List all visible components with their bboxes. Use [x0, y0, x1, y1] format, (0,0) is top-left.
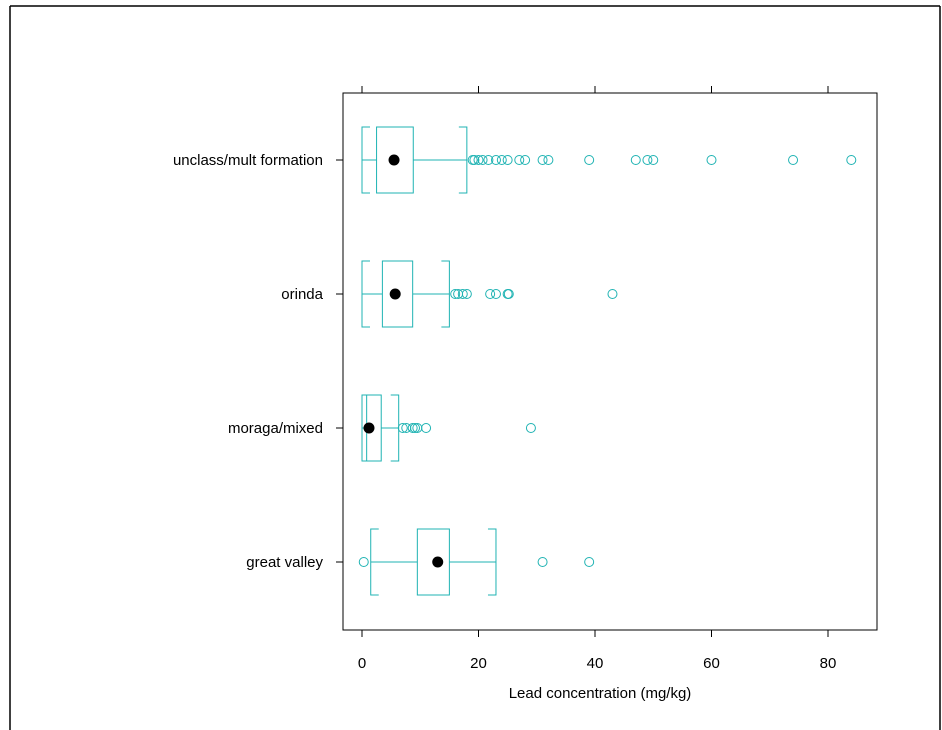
median-dot-moraga-mixed	[363, 422, 375, 434]
outlier-unclass-mult-formation-14	[642, 155, 653, 165]
x-tick-label-80: 80	[820, 655, 837, 672]
outlier-unclass-mult-formation-15	[648, 155, 659, 165]
outlier-moraga-mixed-5	[421, 423, 432, 433]
cap-low-great-valley	[370, 528, 379, 596]
outlier-orinda-5	[490, 289, 501, 299]
x-axis-label: Lead concentration (mg/kg)	[509, 685, 692, 702]
outlier-unclass-mult-formation-7	[502, 155, 513, 165]
outlier-moraga-mixed-2	[407, 423, 418, 433]
outlier-unclass-mult-formation-10	[537, 155, 548, 165]
outlier-unclass-mult-formation-16	[706, 155, 717, 165]
x-tick-label-20: 20	[470, 655, 487, 672]
plot-area	[342, 92, 878, 631]
cap-high-orinda	[441, 260, 450, 328]
outlier-great-valley-2	[584, 557, 595, 567]
y-axis: great valley moraga/mixed orinda unclass/mu…	[173, 152, 343, 571]
y-tick-label-orinda: orinda	[281, 286, 323, 303]
outlier-unclass-mult-formation-6	[496, 155, 507, 165]
outlier-unclass-mult-formation-3	[477, 155, 488, 165]
median-dot-great-valley	[432, 556, 444, 568]
box-group-orinda	[361, 260, 618, 328]
outlier-great-valley-0	[358, 557, 369, 567]
box-orinda	[381, 260, 414, 328]
box-group-great-valley	[358, 528, 595, 596]
outlier-moraga-mixed-3	[410, 423, 421, 433]
outlier-orinda-0	[450, 289, 461, 299]
x-axis: 0 20 40 60 80	[358, 86, 837, 672]
y-tick-label-great-valley: great valley	[246, 554, 323, 571]
outlier-unclass-mult-formation-5	[490, 155, 501, 165]
x-tick-label-40: 40	[587, 655, 604, 672]
outlier-moraga-mixed-6	[525, 423, 536, 433]
median-dot-orinda	[389, 288, 401, 300]
outlier-great-valley-1	[537, 557, 548, 567]
cap-high-great-valley	[487, 528, 497, 596]
outlier-unclass-mult-formation-13	[630, 155, 641, 165]
outlier-unclass-mult-formation-2	[473, 155, 484, 165]
outlier-orinda-4	[485, 289, 496, 299]
outlier-unclass-mult-formation-17	[788, 155, 799, 165]
boxplot-marks	[358, 126, 857, 596]
x-tick-label-60: 60	[703, 655, 720, 672]
outlier-unclass-mult-formation-12	[584, 155, 595, 165]
outlier-unclass-mult-formation-11	[543, 155, 554, 165]
outlier-unclass-mult-formation-4	[483, 155, 494, 165]
outlier-moraga-mixed-0	[397, 423, 408, 433]
outlier-orinda-3	[461, 289, 472, 299]
outlier-unclass-mult-formation-18	[846, 155, 857, 165]
outlier-orinda-2	[457, 289, 468, 299]
outlier-orinda-8	[607, 289, 618, 299]
outlier-unclass-mult-formation-1	[469, 155, 480, 165]
box-unclass-mult-formation	[376, 126, 414, 194]
box-great-valley	[416, 528, 450, 596]
box-group-unclass-mult-formation	[361, 126, 857, 194]
median-dot-unclass-mult-formation	[388, 154, 400, 166]
outlier-unclass-mult-formation-8	[514, 155, 525, 165]
cap-low-unclass-mult-formation	[361, 126, 370, 194]
cap-low-orinda	[361, 260, 370, 328]
cap-high-unclass-mult-formation	[458, 126, 468, 194]
outlier-orinda-7	[503, 289, 514, 299]
outlier-unclass-mult-formation-9	[520, 155, 531, 165]
cap-low-moraga-mixed	[361, 394, 370, 462]
box-group-moraga-mixed	[361, 394, 536, 462]
y-tick-label-unclass-mult-formation: unclass/mult formation	[173, 152, 323, 169]
x-tick-label-0: 0	[358, 655, 366, 672]
y-tick-label-moraga-mixed: moraga/mixed	[228, 420, 323, 437]
